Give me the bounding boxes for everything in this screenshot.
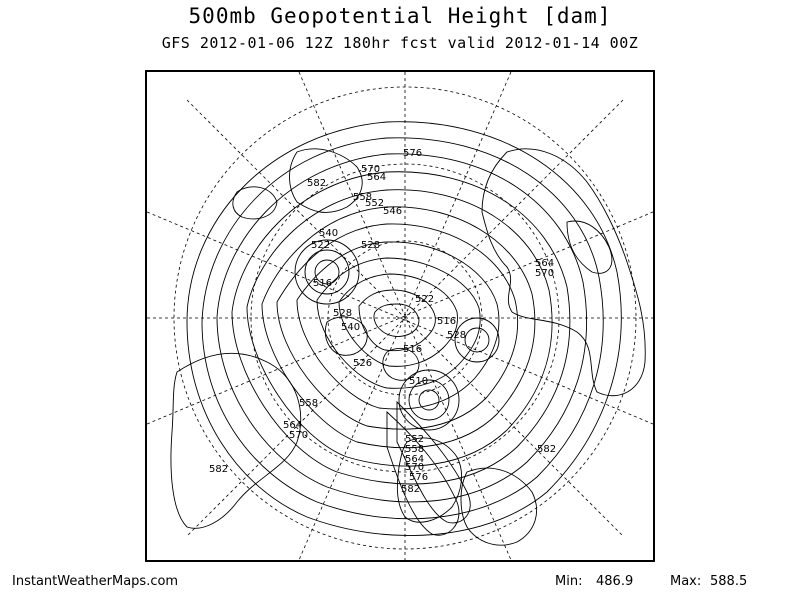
height-contour [304,249,350,295]
contour-label: 576 [409,472,428,483]
contour-labels: 576 570 564 582 558 552 546 540 522 528 … [209,148,556,495]
contour-label: 552 [405,434,424,445]
height-contour [216,153,588,503]
height-contour [454,317,500,363]
meridian-line [147,211,653,425]
height-contour [294,239,360,305]
contour-label: 516 [437,316,456,327]
contour-label: 528 [361,240,380,251]
height-contour [418,389,440,411]
max-value: 588.5 [710,574,748,589]
contour-label: 576 [403,148,422,159]
height-contour [358,289,436,352]
height-contour [276,223,519,430]
geopotential-height-map: 576 570 564 582 558 552 546 540 522 528 … [147,72,653,560]
height-contour [464,327,490,353]
contour-label: 558 [299,398,318,409]
arctic-island-coastline [324,316,368,356]
iceland-coastline [232,186,278,220]
contour-label: 558 [353,192,372,203]
meridian-line [186,99,624,537]
contour-label: 540 [341,322,360,333]
contour-label: 564 [367,172,386,183]
contour-label: 582 [307,178,326,189]
min-value: 486.9 [596,574,634,589]
height-contour [201,137,604,520]
contour-label: 526 [353,358,372,369]
height-contour [186,121,622,537]
height-contour [398,369,460,431]
contour-label: 564 [283,420,302,431]
contour-label: 546 [383,206,402,217]
contour-label: 528 [447,330,466,341]
height-contours [186,121,622,537]
height-contour [373,303,420,337]
contour-label: 522 [311,240,330,251]
contour-label: 564 [405,454,424,465]
contour-label: 564 [535,258,554,269]
source-credit: InstantWeatherMaps.com [12,574,179,589]
height-contour [396,400,471,524]
coastlines [170,148,646,546]
contour-label: 528 [333,308,352,319]
height-contour [386,410,460,536]
height-contour [296,241,500,410]
contour-label: 558 [405,444,424,455]
meridian-line [298,72,512,560]
height-contour [246,189,553,467]
height-contour [261,206,536,449]
latitude-circle [250,163,560,473]
africa-coastline [460,467,538,546]
contour-label: 516 [313,278,332,289]
contour-label: 570 [535,268,554,279]
contour-label: 570 [361,164,380,175]
height-contour [408,379,450,421]
height-contour [314,259,340,285]
height-contour [316,257,481,389]
lat-lon-grid [147,72,653,560]
map-title: 500mb Geopotential Height [dam] [188,4,612,28]
greenland-coastline [289,148,363,213]
contour-label: 516 [403,344,422,355]
arctic-island-coastline [382,348,420,381]
contour-label: 540 [319,228,338,239]
min-label: Min: [555,574,583,589]
contour-label: 510 [409,376,428,387]
contour-label: 582 [401,484,420,495]
contour-label: 570 [289,430,308,441]
north-america-coastline [170,352,302,529]
meridian-line [147,211,653,425]
asia-coastline [481,148,646,397]
height-contour [338,273,458,367]
max-label: Max: [670,574,702,589]
contour-label: 570 [405,462,424,473]
map-subtitle: GFS 2012-01-06 12Z 180hr fcst valid 2012… [161,34,639,52]
map-panel: 576 570 564 582 558 552 546 540 522 528 … [145,70,655,562]
height-contour [231,171,571,485]
asia-coastline [566,220,613,274]
contour-label: 522 [415,294,434,305]
europe-coastline [396,437,463,523]
contour-label: 582 [537,444,556,455]
contour-label: 582 [209,464,228,475]
contour-label: 552 [365,198,384,209]
